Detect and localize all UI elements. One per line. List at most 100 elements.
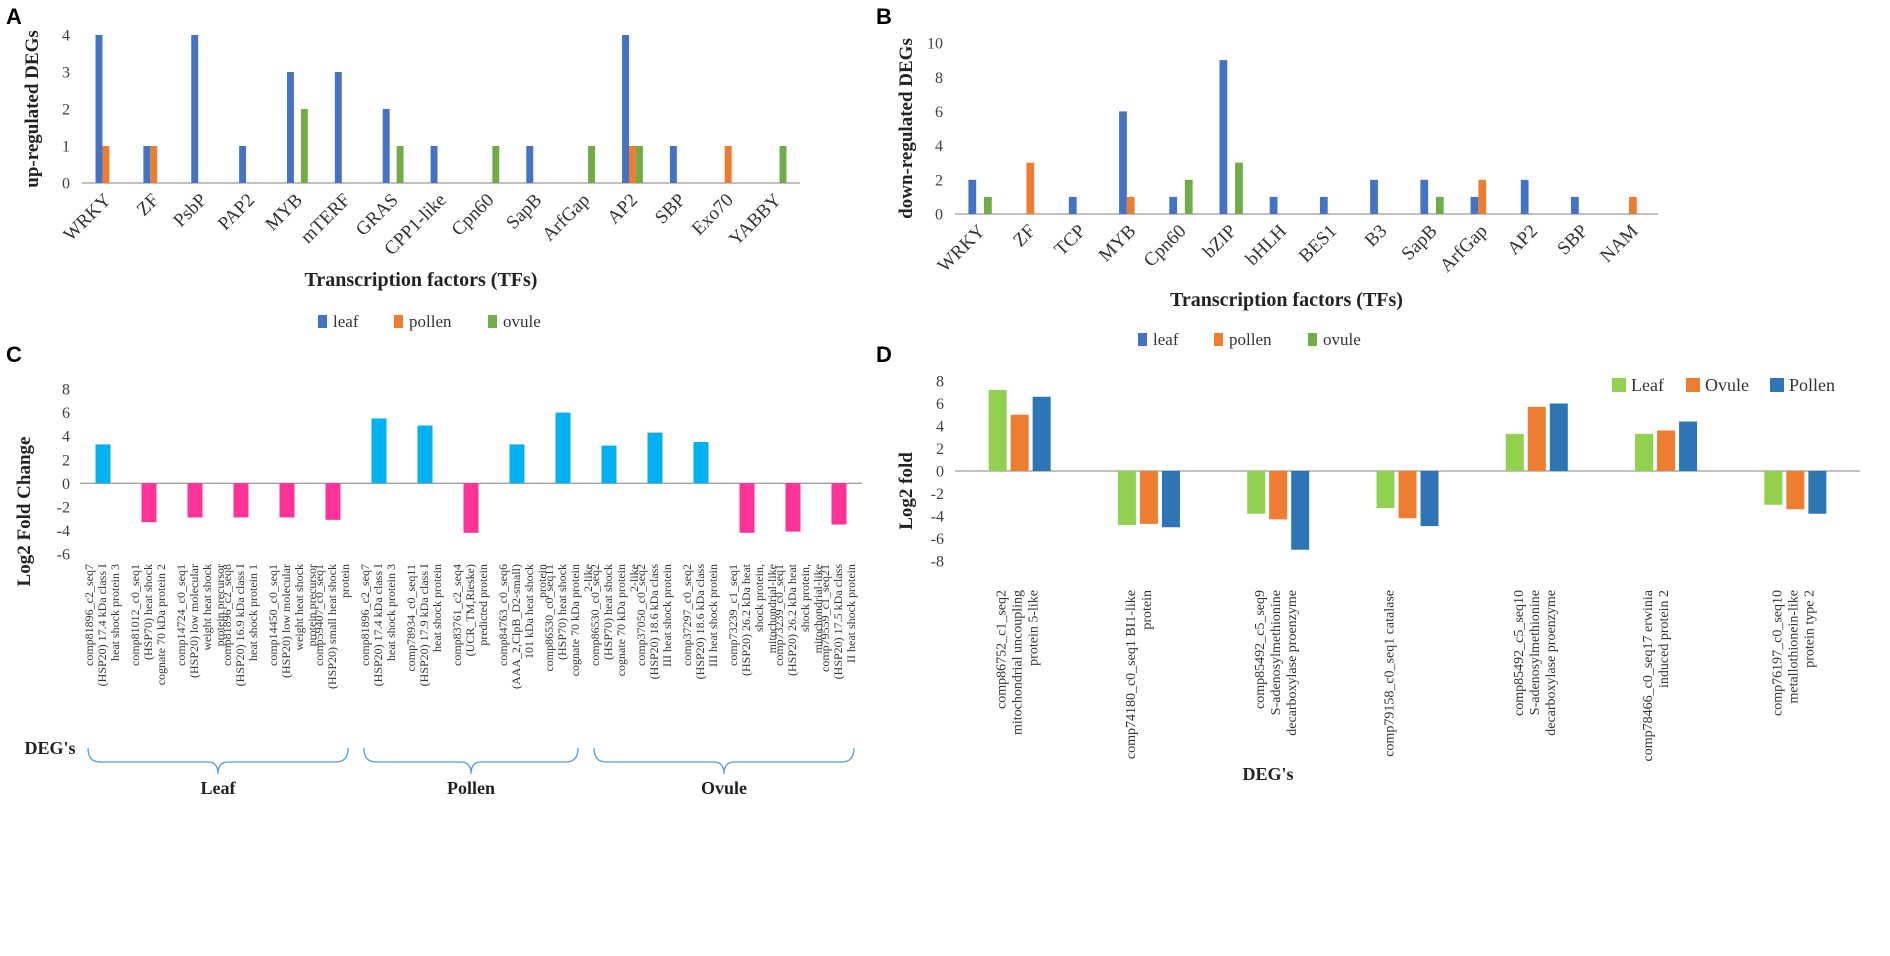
x-tick-label: comp84763_c0_seq6(AAA_2,ClpB_D2-small)10… <box>496 564 549 689</box>
bar-leaf <box>526 146 534 183</box>
x-tick-label: comp14724_c0_seq1(HSP20) low molecularwe… <box>174 564 227 678</box>
y-axis-title: down-regulated DEGs <box>896 38 917 219</box>
y-tick-label: 10 <box>927 36 943 53</box>
panel-c: C -6 -4 -2 0 2 4 6 8 Log2 Fold Change comp81896_c2… <box>6 342 862 798</box>
x-tick-label: SBP <box>651 190 690 229</box>
bar-leaf <box>1420 179 1429 214</box>
bar-ovule <box>492 146 500 183</box>
group-brace <box>363 747 579 775</box>
y-tick-label: -6 <box>57 547 70 564</box>
bar-leaf <box>669 146 677 183</box>
x-tick-label: BES1 <box>1295 221 1341 267</box>
y-tick-label: 8 <box>62 382 70 399</box>
y-tick-label: -2 <box>931 486 944 503</box>
legend-label-Pollen: Pollen <box>1789 375 1835 395</box>
x-tick-label: ZF <box>133 190 164 221</box>
bar-ovule <box>1435 196 1444 214</box>
bar <box>95 444 111 484</box>
bar-Leaf <box>1376 471 1395 509</box>
bar-leaf <box>1470 196 1479 214</box>
x-tick-label: comp83761_c2_seq4(UCR_TM,Rieske)predicte… <box>450 564 490 666</box>
bar-leaf <box>1119 111 1127 214</box>
bar <box>509 444 525 484</box>
y-tick-label: 4 <box>935 138 943 155</box>
bar-Ovule <box>1527 406 1546 471</box>
x-tick-label: ArfGap <box>1436 221 1492 277</box>
bar-Pollen <box>1161 471 1180 528</box>
bar-Leaf <box>1247 471 1266 514</box>
bar-pollen <box>1629 196 1637 214</box>
bar-pollen <box>1026 162 1035 214</box>
bar <box>647 432 663 484</box>
y-tick-label: 2 <box>935 172 943 189</box>
bar-leaf <box>430 146 438 183</box>
bar-leaf <box>191 35 199 183</box>
bar-Pollen <box>1032 396 1051 471</box>
y-tick-label: 2 <box>936 441 944 458</box>
y-tick-label: 6 <box>62 405 70 422</box>
bar-leaf <box>1370 179 1378 214</box>
x-tick-label: PAP2 <box>214 190 259 235</box>
y-tick-label: -4 <box>57 523 70 540</box>
bar-leaf <box>622 35 629 183</box>
legend-swatch-leaf <box>318 315 327 328</box>
bar-pollen <box>1478 179 1487 214</box>
x-tick-label: YABBY <box>725 189 786 250</box>
bar <box>739 483 755 533</box>
y-tick-label: 1 <box>62 139 70 156</box>
y-tick-label: 2 <box>62 102 70 119</box>
x-tick-label: comp78934_c0_seq11(HSP20) 17.9 kDa class… <box>404 564 444 686</box>
bar-pollen <box>724 146 732 183</box>
x-tick-label: comp78466_c0_seq17 erwiniainduced protei… <box>1641 589 1672 761</box>
x-tick-label: TCP <box>1051 221 1090 260</box>
legend-swatch-ovule <box>1308 333 1317 346</box>
legend-swatch-Leaf <box>1612 378 1626 392</box>
panel-label: C <box>6 342 22 367</box>
bar-Leaf <box>1635 433 1654 471</box>
group-label: Pollen <box>447 778 495 798</box>
panel-b: B 0 2 4 6 8 10 down-regulated DEGs WRKY ZF TCP MYB C… <box>876 4 1658 349</box>
x-axis-title: Transcription factors (TFs) <box>1170 289 1403 311</box>
bar-leaf <box>968 179 977 214</box>
legend-swatch-ovule <box>488 315 497 328</box>
x-tick-label: comp37297_c0_seq2(HSP20) 18.6 kDa classI… <box>680 564 720 680</box>
legend-swatch-pollen <box>1214 333 1223 346</box>
bar-leaf <box>1319 196 1328 214</box>
bar <box>693 442 709 484</box>
legend-label-ovule: ovule <box>1323 330 1361 349</box>
y-tick-label: 0 <box>935 207 943 224</box>
bar-Ovule <box>1786 471 1805 510</box>
y-tick-label: 3 <box>62 65 70 82</box>
x-tick-label: comp59407_c0_seq1(HSP20) small heat shoc… <box>312 564 352 689</box>
panel-label: D <box>876 342 892 367</box>
bar-leaf <box>1520 179 1529 214</box>
x-tick-label: comp79158_c0_seq1 catalase <box>1383 590 1398 757</box>
y-tick-label: 2 <box>62 452 70 469</box>
y-axis-title: Log2 Fold Change <box>14 437 35 587</box>
bar-Ovule <box>1010 414 1029 471</box>
x-tick-label: comp73239_c1_seq1(HSP20) 26.2 kDa heatsh… <box>726 563 779 676</box>
y-tick-label: 4 <box>936 419 944 436</box>
x-tick-label: comp74180_c0_seq1 BI1-likeprotein <box>1124 590 1155 759</box>
x-tick-label: bHLH <box>1242 220 1291 269</box>
y-tick-label: 4 <box>62 429 70 446</box>
x-tick-label: bZIP <box>1199 221 1241 263</box>
y-tick-label: -6 <box>931 531 944 548</box>
bar-Pollen <box>1291 471 1310 550</box>
bar-Pollen <box>1549 403 1568 471</box>
bar-leaf <box>1169 196 1178 214</box>
bar <box>417 425 433 484</box>
y-tick-label: 4 <box>62 28 70 45</box>
panel-d: D -8 -6 -4 -2 0 2 4 6 8 Log2 fold comp86752_c1_seq2… <box>876 342 1860 784</box>
y-axis-title: up-regulated DEGs <box>22 30 43 187</box>
legend-swatch-pollen <box>394 315 403 328</box>
bar-Ovule <box>1398 471 1417 519</box>
legend-label-Ovule: Ovule <box>1705 375 1749 395</box>
y-tick-label: -8 <box>931 554 944 571</box>
bar-ovule <box>588 146 596 183</box>
x-tick-label: ArfGap <box>538 190 594 246</box>
bar <box>325 483 341 520</box>
x-tick-label: comp86752_c1_seq2mitochondrial uncouplin… <box>995 590 1042 735</box>
